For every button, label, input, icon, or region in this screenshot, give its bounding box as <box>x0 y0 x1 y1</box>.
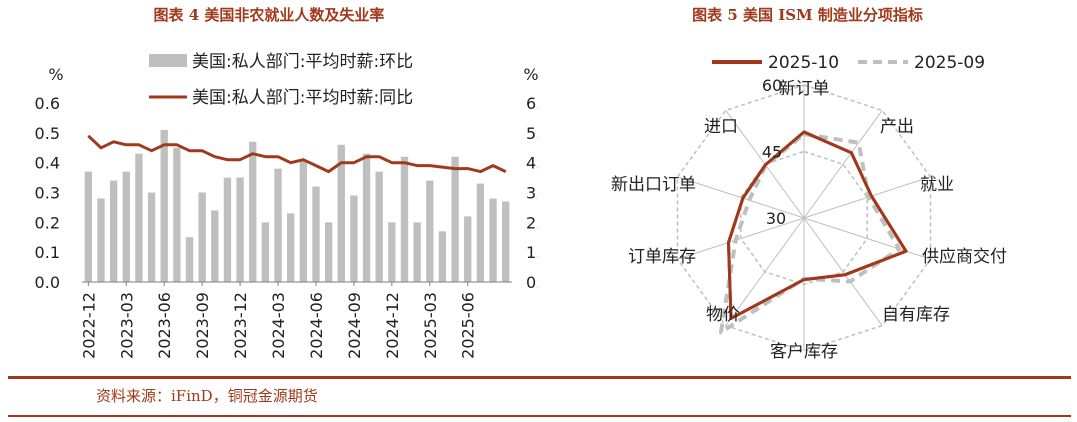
bar <box>337 144 345 282</box>
left-y-tick-label: 0.5 <box>35 124 60 143</box>
left-chart-title: 图表 4 美国非农就业人数及失业率 <box>153 6 385 24</box>
right-y-tick-label: 4.0 <box>526 154 538 173</box>
bar <box>451 156 459 282</box>
bar <box>400 156 409 282</box>
radar-axis-label: 供应商交付 <box>922 247 1007 267</box>
radar-spoke <box>677 217 805 260</box>
x-tick-label: 2023-09 <box>193 292 212 359</box>
legend-2025-10-label: 2025-10 <box>768 53 839 73</box>
bar <box>362 153 371 282</box>
radar-axis-label: 自有库存 <box>882 305 950 325</box>
bar <box>464 216 472 282</box>
left-y-tick-label: 0.6 <box>35 94 60 113</box>
yoy-line <box>87 134 507 174</box>
right-y-tick-label: 6.0 <box>526 94 538 113</box>
radar-axis-label: 订单库存 <box>628 247 696 267</box>
legend-2025-09-label: 2025-09 <box>914 53 985 73</box>
right-y-tick-label: 3.0 <box>526 184 538 203</box>
x-tick-label: 2023-12 <box>231 292 250 359</box>
bar <box>413 222 421 282</box>
radar-series-2025-09 <box>718 132 902 335</box>
bar <box>236 177 244 282</box>
x-tick-label: 2023-06 <box>155 292 174 359</box>
radar-axis-label: 客户库存 <box>770 342 838 362</box>
radar-spoke <box>725 217 805 326</box>
radar-ring-label: 30 <box>766 209 786 228</box>
right-y-tick-label: 2.0 <box>526 213 538 232</box>
radar-spoke <box>803 217 883 326</box>
radar-axis-label: 新订单 <box>779 79 830 99</box>
radar-axis-label: 物价 <box>706 305 740 325</box>
radar-spoke <box>803 110 883 219</box>
bar <box>160 129 168 282</box>
left-axis-unit: % <box>48 65 63 84</box>
wage-growth-chart: %% 0.0 0.1 0.2 0.3 0.4 0.5 0.6 0.0 1.0 2.0 3.0 4.0 5.… <box>35 52 538 359</box>
radar-spoke <box>803 217 931 260</box>
right-y-tick-label: 0.0 <box>526 273 538 292</box>
bar <box>312 186 320 282</box>
bar <box>135 153 143 282</box>
bar <box>185 237 194 282</box>
bar <box>438 231 447 282</box>
bar <box>489 198 497 282</box>
bar <box>324 222 333 282</box>
radar-axis-label: 产出 <box>880 117 914 137</box>
bar <box>388 222 396 282</box>
x-tick-label: 2025-06 <box>459 292 478 359</box>
bar <box>299 159 307 282</box>
bar <box>223 177 232 282</box>
bottom-divider <box>8 415 1071 417</box>
x-tick-label: 2023-03 <box>117 292 136 359</box>
bar <box>287 213 295 282</box>
left-y-tick-label: 0.0 <box>35 273 60 292</box>
radar-series-2025-10 <box>727 130 908 320</box>
radar-axis-label: 就业 <box>920 175 954 195</box>
radar-ring-label: 45 <box>762 143 782 162</box>
legend-bar-label: 美国:私人部门:平均时薪:环比 <box>192 52 413 72</box>
bar <box>97 198 105 282</box>
bar <box>502 201 510 282</box>
radar-axis-label: 进口 <box>704 117 738 137</box>
bar <box>476 183 485 282</box>
bar <box>261 222 270 282</box>
bar <box>274 168 282 282</box>
radar-ring-label: 60 <box>762 76 782 95</box>
legend-line-label: 美国:私人部门:平均时薪:同比 <box>192 88 413 108</box>
radar-spoke <box>677 176 805 219</box>
left-y-tick-label: 0.2 <box>35 213 60 232</box>
bar <box>84 171 92 282</box>
right-axis-unit: % <box>523 65 538 84</box>
bar <box>211 210 219 282</box>
bar <box>350 195 358 282</box>
x-tick-label: 2022-12 <box>79 292 98 359</box>
x-tick-label: 2024-12 <box>383 292 402 359</box>
right-y-tick-label: 1.0 <box>526 243 538 262</box>
bar <box>173 147 181 282</box>
x-tick-label: 2025-03 <box>421 292 440 359</box>
x-tick-label: 2024-03 <box>269 292 288 359</box>
legend-bar-swatch <box>149 54 187 67</box>
left-y-tick-label: 0.3 <box>35 184 60 203</box>
radar-series-2025-10-top <box>727 130 908 320</box>
bar <box>109 180 118 282</box>
top-divider <box>8 376 1071 379</box>
bar <box>122 171 130 282</box>
bar <box>426 180 434 282</box>
left-y-tick-label: 0.4 <box>35 154 60 173</box>
x-tick-label: 2024-06 <box>307 292 326 359</box>
x-tick-label: 2024-09 <box>345 292 364 359</box>
right-y-tick-label: 5.0 <box>526 124 538 143</box>
source-note: 资料来源：iFinD，铜冠金源期货 <box>96 387 318 405</box>
left-y-tick-label: 0.1 <box>35 243 60 262</box>
bar <box>375 171 383 282</box>
bar <box>198 192 206 282</box>
bar <box>249 141 257 282</box>
radar-axis-label: 新出口订单 <box>611 175 696 195</box>
right-chart-title: 图表 5 美国 ISM 制造业分项指标 <box>692 6 923 24</box>
bar <box>147 192 156 282</box>
